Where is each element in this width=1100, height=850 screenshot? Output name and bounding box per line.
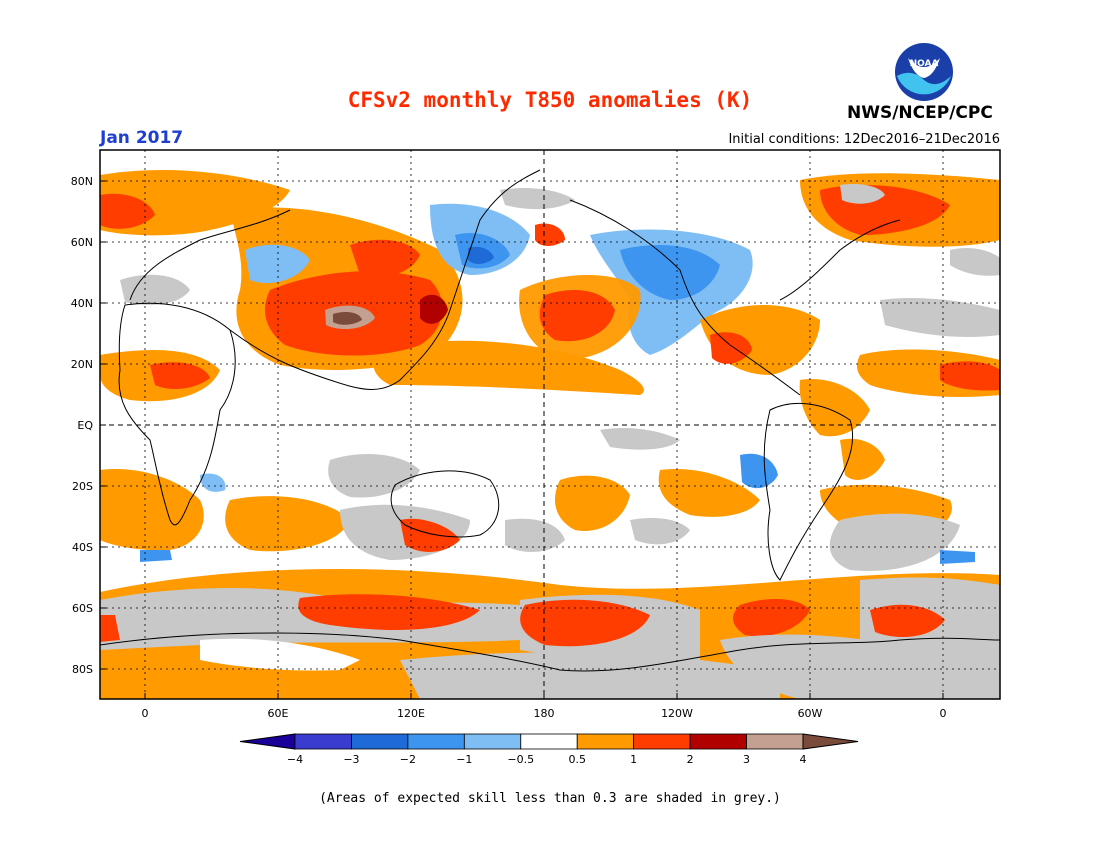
- lon-label-120w: 120W: [661, 707, 693, 720]
- southern-hemisphere-anomalies: [100, 454, 975, 571]
- lat-label-eq: EQ: [77, 419, 93, 432]
- colorbar-label: −4: [287, 753, 303, 766]
- map-title: CFSv2 monthly T850 anomalies (K): [347, 88, 753, 112]
- lat-label-40n: 40N: [71, 297, 93, 310]
- colorbar-label: −3: [343, 753, 359, 766]
- coast-europe: [129, 209, 291, 301]
- lat-label-20n: 20N: [71, 358, 93, 371]
- colorbar-label: 2: [687, 753, 694, 766]
- colorbar-label: −1: [456, 753, 472, 766]
- colorbar-label: 1: [630, 753, 637, 766]
- colorbar-label: −0.5: [507, 753, 534, 766]
- colorbar-bin-pos05: [576, 733, 635, 750]
- colorbar-bin-neg1: [407, 733, 465, 750]
- lat-label-20s: 20S: [72, 480, 93, 493]
- coast-south-america: [763, 402, 854, 581]
- lon-label-0-east: 0: [940, 707, 947, 720]
- agency-label: NWS/NCEP/CPC: [847, 103, 993, 123]
- lon-label-120e: 120E: [397, 707, 425, 720]
- colorbar: −4 −3 −2 −1 −0.5 0.5 1 2 3 4: [239, 733, 859, 766]
- colorbar-bin-neg05: [463, 733, 522, 750]
- initial-conditions: Initial conditions: 12Dec2016–21Dec2016: [728, 132, 1000, 147]
- colorbar-label: 3: [743, 753, 750, 766]
- axis-ticks: [100, 180, 944, 699]
- coast-north-america: [569, 199, 901, 396]
- coastlines: [100, 169, 1000, 672]
- northern-hemisphere-anomalies: [100, 170, 1000, 375]
- colorbar-bin-neg2: [351, 733, 409, 750]
- colorbar-arrow-high: [802, 733, 859, 750]
- lat-label-40s: 40S: [72, 541, 93, 554]
- coast-asia: [229, 169, 541, 390]
- colorbar-label: 4: [800, 753, 807, 766]
- colorbar-bin-pos3: [746, 733, 804, 750]
- colorbar-bin-pos2: [689, 733, 747, 750]
- colorbar-bin-neg3: [294, 733, 352, 750]
- reference-lines: [100, 150, 1000, 699]
- lat-label-60s: 60S: [72, 602, 93, 615]
- lat-label-80n: 80N: [71, 175, 93, 188]
- graticule: [100, 150, 1000, 699]
- lon-label-60w: 60W: [798, 707, 823, 720]
- lat-label-80s: 80S: [72, 663, 93, 676]
- lat-labels: 80N 60N 40N 20N EQ 20S 40S 60S 80S: [71, 175, 94, 676]
- colorbar-arrow-low: [239, 733, 296, 750]
- noaa-logo: NOAA: [895, 43, 953, 101]
- forecast-period: Jan 2017: [100, 128, 184, 148]
- lon-label-0-west: 0: [142, 707, 149, 720]
- footnote: (Areas of expected skill less than 0.3 a…: [319, 791, 781, 806]
- colorbar-bin-pos1: [633, 733, 691, 750]
- lat-label-60n: 60N: [71, 236, 93, 249]
- tropical-anomalies: [100, 340, 1000, 492]
- colorbar-bin-neutral: [520, 733, 578, 750]
- lon-label-60e: 60E: [268, 707, 289, 720]
- coast-antarctica: [100, 632, 1000, 672]
- coast-australia: [390, 470, 500, 538]
- lon-labels: 0 60E 120E 180 120W 60W 0: [142, 707, 947, 720]
- colorbar-label: 0.5: [568, 753, 586, 766]
- colorbar-label: −2: [400, 753, 416, 766]
- lon-label-180: 180: [534, 707, 555, 720]
- noaa-logo-text: NOAA: [910, 59, 939, 69]
